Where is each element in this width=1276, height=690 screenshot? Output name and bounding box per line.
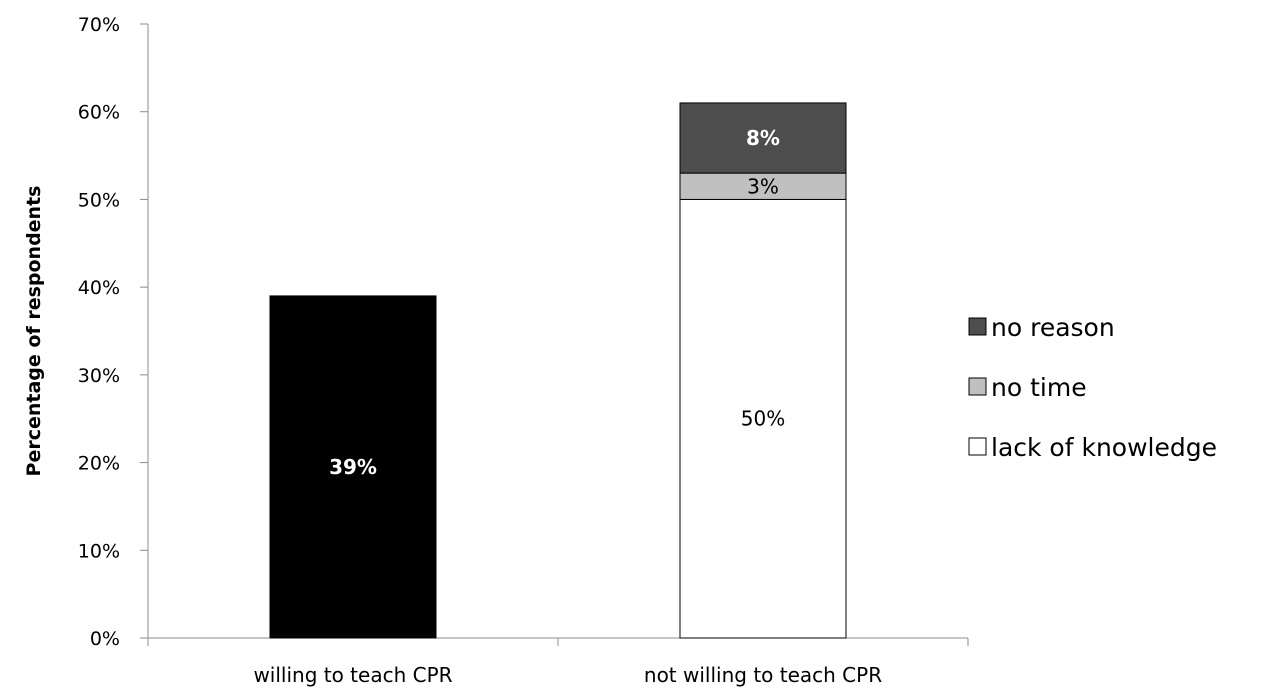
y-tick-label: 70% bbox=[78, 14, 120, 36]
data-label: 3% bbox=[747, 174, 779, 198]
legend-swatch bbox=[968, 437, 987, 456]
y-ticks: 0% 10% 20% 30% 40% 50% 60% 70% bbox=[78, 14, 148, 650]
bar-segment-lack bbox=[679, 198, 847, 639]
y-tick-label: 10% bbox=[78, 540, 120, 562]
bars: 39% 50% 3% 8% bbox=[269, 102, 847, 639]
data-label: 8% bbox=[746, 126, 780, 150]
legend-label: lack of knowledge bbox=[991, 433, 1217, 462]
y-tick-label: 30% bbox=[78, 365, 120, 387]
data-label: 50% bbox=[741, 407, 785, 431]
legend-swatch bbox=[968, 377, 987, 396]
x-tick-labels: willing to teach CPR not willing to teach… bbox=[147, 638, 969, 687]
data-label: 39% bbox=[329, 455, 377, 479]
y-axis-label: Percentage of respondents bbox=[23, 186, 45, 477]
y-tick-label: 50% bbox=[78, 189, 120, 211]
y-tick-label: 40% bbox=[78, 277, 120, 299]
y-tick-label: 60% bbox=[78, 102, 120, 124]
y-tick-label: 20% bbox=[78, 453, 120, 475]
legend-swatch bbox=[968, 317, 987, 336]
bar-segment-notime bbox=[679, 172, 847, 200]
legend-label: no reason bbox=[991, 313, 1115, 342]
legend: no reason no time lack of knowledge bbox=[968, 313, 1217, 462]
bar-segment-willing bbox=[269, 295, 437, 639]
legend-label: no time bbox=[991, 373, 1087, 402]
y-tick-label: 0% bbox=[90, 628, 120, 650]
bar-segment-noreason bbox=[679, 102, 847, 174]
x-tick-label: willing to teach CPR bbox=[253, 663, 452, 687]
x-tick-label: not willing to teach CPR bbox=[644, 663, 882, 687]
